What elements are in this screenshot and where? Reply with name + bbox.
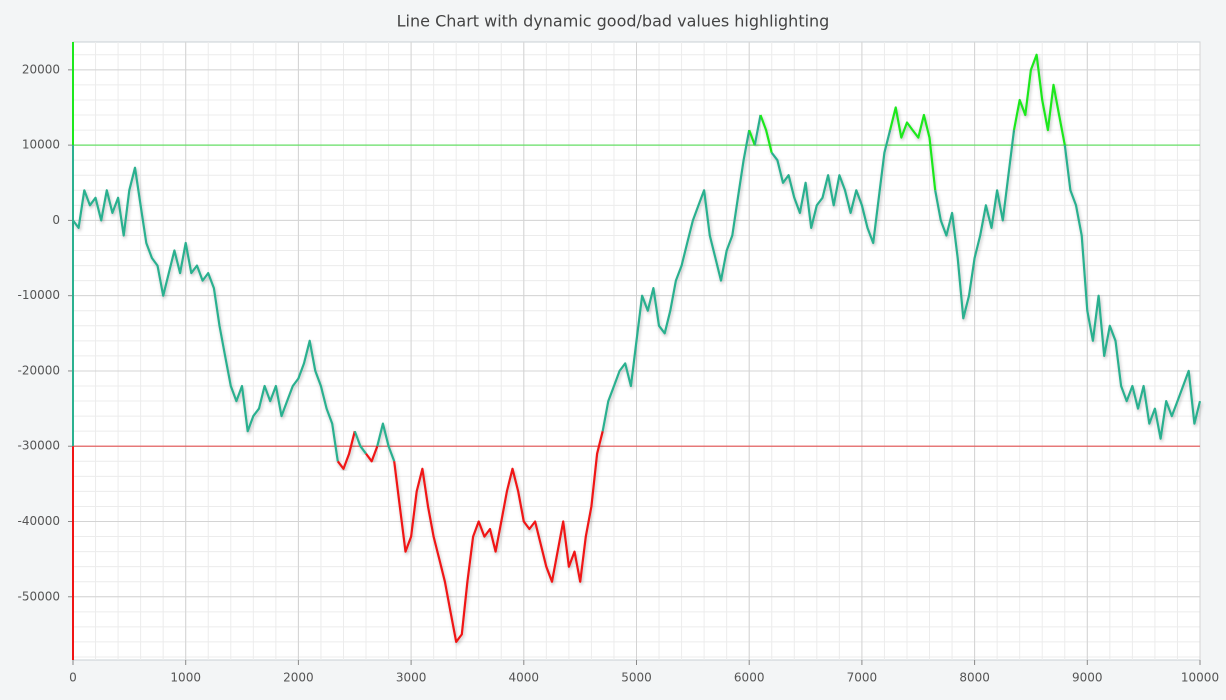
y-tick-label: -10000	[17, 288, 60, 302]
line-series	[759, 114, 773, 153]
chart-title: Line Chart with dynamic good/bad values …	[397, 12, 830, 31]
x-tick-label: 1000	[170, 671, 201, 685]
x-tick-label: 8000	[959, 671, 990, 685]
line-series	[770, 129, 892, 245]
line-series	[353, 430, 367, 455]
line-series	[1063, 144, 1202, 440]
x-tick-label: 3000	[396, 671, 427, 685]
x-tick-label: 10000	[1181, 671, 1219, 685]
x-tick-label: 0	[69, 671, 77, 685]
line-series	[376, 422, 396, 462]
x-tick-label: 6000	[734, 671, 765, 685]
line-series	[748, 129, 756, 146]
x-tick-label: 9000	[1072, 671, 1103, 685]
x-tick-label: 7000	[847, 671, 878, 685]
line-series	[393, 430, 604, 643]
x-tick-label: 5000	[621, 671, 652, 685]
line-series	[336, 430, 356, 470]
line-series	[753, 114, 762, 146]
line-series	[889, 106, 937, 191]
y-tick-label: -40000	[17, 514, 60, 528]
y-tick-label: -20000	[17, 363, 60, 377]
y-tick-label: 10000	[22, 138, 60, 152]
x-tick-label: 2000	[283, 671, 314, 685]
line-series	[72, 166, 339, 462]
line-series	[365, 445, 379, 463]
y-tick-label: 20000	[22, 62, 60, 76]
x-tick-label: 4000	[509, 671, 540, 685]
y-tick-label: 0	[52, 213, 60, 227]
line-series	[601, 129, 751, 432]
y-tick-label: -30000	[17, 439, 60, 453]
line-series	[1012, 53, 1066, 146]
line-series	[934, 129, 1016, 320]
y-tick-label: -50000	[17, 589, 60, 603]
